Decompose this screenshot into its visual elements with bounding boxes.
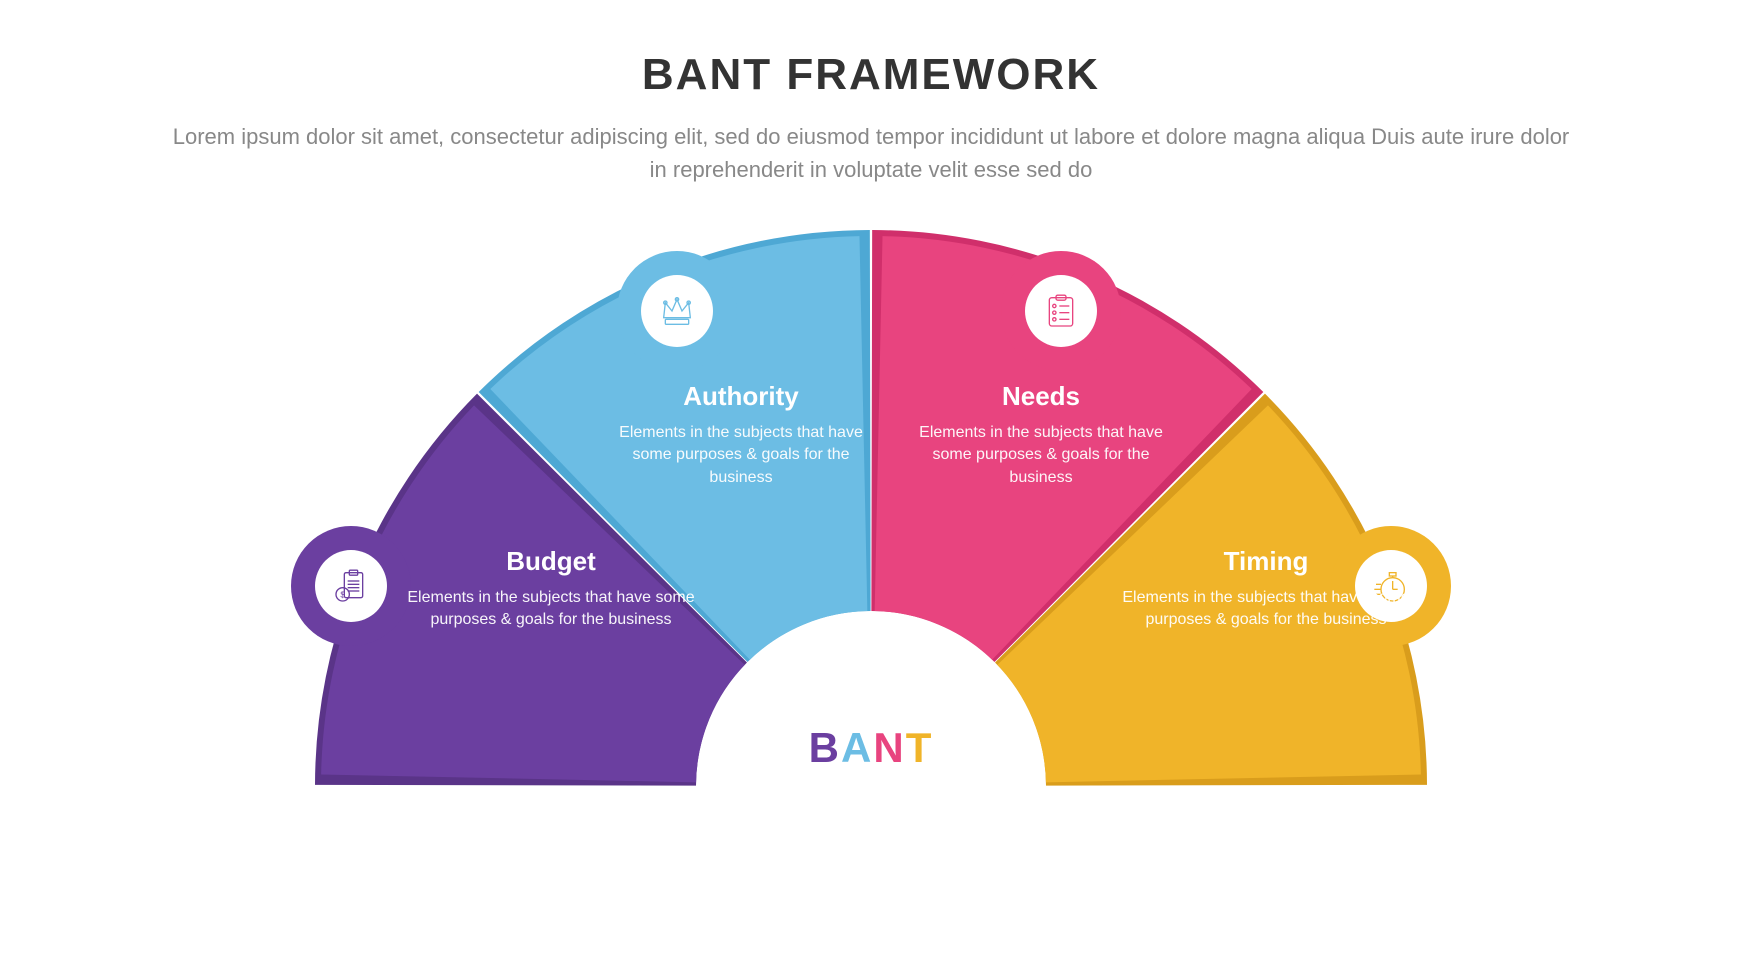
segment-text-needs: Needs Elements in the subjects that have … — [901, 381, 1181, 489]
center-letter-t: T — [906, 724, 934, 772]
center-letter-a: A — [841, 724, 873, 772]
segment-desc-budget: Elements in the subjects that have some … — [401, 587, 701, 632]
needs-icon-badge — [1001, 251, 1121, 371]
budget-icon-badge: $ — [291, 526, 411, 646]
authority-icon-badge — [617, 251, 737, 371]
segment-title-budget: Budget — [401, 546, 701, 577]
segment-text-budget: Budget Elements in the subjects that have… — [401, 546, 701, 632]
segment-text-timing: Timing Elements in the subjects that have… — [1116, 546, 1416, 632]
segment-title-needs: Needs — [901, 381, 1181, 412]
clipboard-money-icon: $ — [315, 550, 387, 622]
center-letter-b: B — [809, 724, 841, 772]
main-title: BANT FRAMEWORK — [642, 50, 1100, 100]
checklist-icon — [1025, 275, 1097, 347]
chart-svg — [171, 226, 1571, 786]
segment-text-authority: Authority Elements in the subjects that h… — [601, 381, 881, 489]
svg-text:$: $ — [340, 590, 345, 600]
segment-desc-timing: Elements in the subjects that have some … — [1116, 587, 1416, 632]
segment-title-authority: Authority — [601, 381, 881, 412]
subtitle: Lorem ipsum dolor sit amet, consectetur … — [171, 120, 1571, 186]
segment-desc-needs: Elements in the subjects that have some … — [901, 422, 1181, 489]
center-letter-n: N — [873, 724, 905, 772]
infographic-container: BANT FRAMEWORK Lorem ipsum dolor sit ame… — [0, 0, 1742, 980]
crown-icon — [641, 275, 713, 347]
center-acronym: BANT — [809, 724, 934, 772]
semicircle-chart: $ Budget Elements in the subjects that ha… — [171, 226, 1571, 786]
segment-title-timing: Timing — [1116, 546, 1416, 577]
segment-desc-authority: Elements in the subjects that have some … — [601, 422, 881, 489]
